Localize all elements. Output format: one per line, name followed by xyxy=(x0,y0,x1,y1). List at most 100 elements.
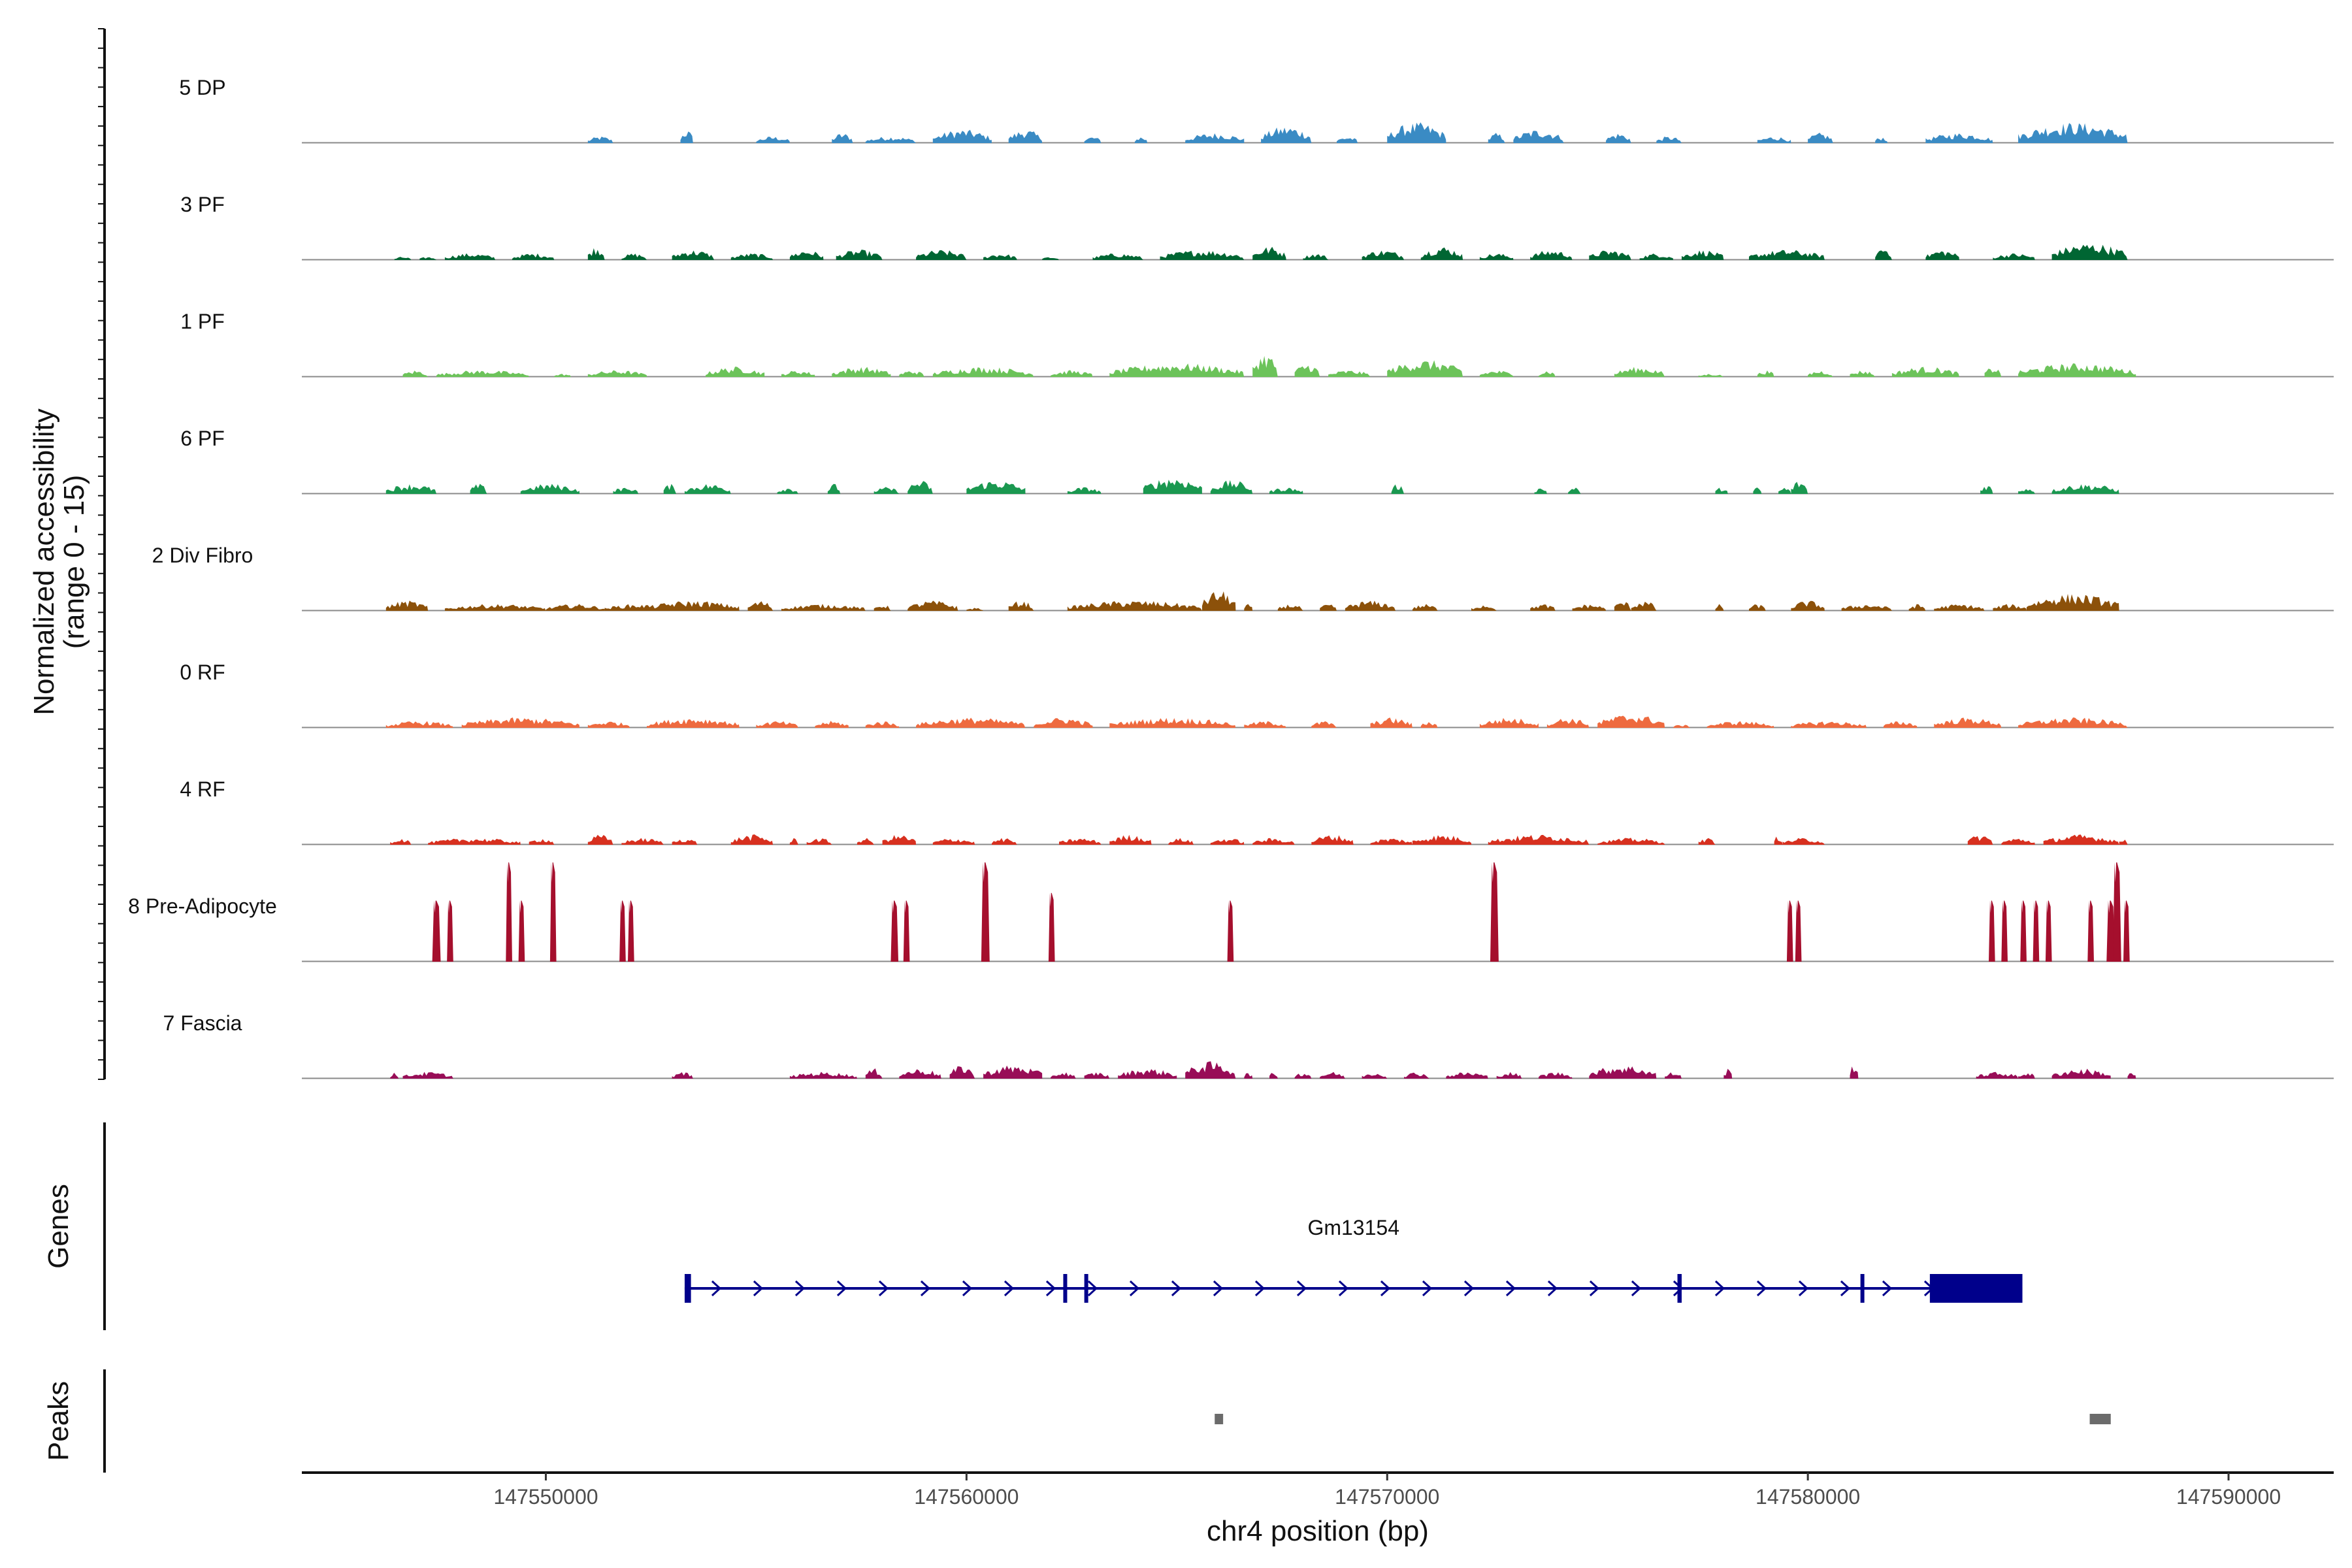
coverage-block xyxy=(865,1068,883,1079)
coverage-block xyxy=(983,1065,1043,1079)
coverage-block xyxy=(529,839,555,845)
coverage-block xyxy=(916,250,967,260)
coverage-block xyxy=(1051,370,1093,377)
coverage-block xyxy=(1479,370,1514,377)
coverage-block xyxy=(646,719,740,728)
coverage-block xyxy=(1539,1072,1573,1079)
strand-arrow xyxy=(962,1280,973,1297)
coverage-block xyxy=(1993,604,2027,611)
coverage-peak xyxy=(1795,900,1802,962)
coverage-block xyxy=(1244,721,1286,728)
coverage-block xyxy=(865,137,917,143)
coverage-block xyxy=(1656,137,1682,143)
gene-exon xyxy=(1860,1274,1865,1303)
coverage-block xyxy=(684,484,731,494)
track-7: 4 RF xyxy=(180,777,2334,845)
coverage-block xyxy=(621,253,647,260)
coverage-block xyxy=(1311,835,1354,845)
coverage-block xyxy=(1757,137,1791,143)
coverage-block xyxy=(781,370,815,377)
coverage-block xyxy=(1168,838,1194,845)
coverage-peak xyxy=(2123,900,2130,962)
coverage-block xyxy=(1471,605,1497,611)
x-tick-label: 147590000 xyxy=(2176,1485,2281,1509)
track-5: 2 Div Fibro xyxy=(152,544,2334,612)
coverage-block xyxy=(1067,487,1102,494)
strand-arrow xyxy=(1254,1280,1266,1297)
coverage-block xyxy=(1420,722,1438,728)
peaks-panel: Peaks xyxy=(42,1369,2111,1473)
coverage-block xyxy=(1387,122,1446,143)
coverage-block xyxy=(646,601,740,611)
coverage-block xyxy=(706,367,765,377)
coverage-block xyxy=(1513,131,1564,143)
coverage-block xyxy=(1757,370,1774,377)
track-label: 3 PF xyxy=(180,193,225,216)
coverage-block xyxy=(865,721,900,728)
coverage-block xyxy=(1311,721,1337,728)
coverage-block xyxy=(1294,1073,1312,1079)
coverage-block xyxy=(512,253,555,260)
coverage-block xyxy=(1791,721,1867,728)
coverage-block xyxy=(949,1066,975,1079)
coverage-block xyxy=(832,367,891,377)
coverage-peak xyxy=(506,862,512,962)
coverage-block xyxy=(907,481,933,494)
coverage-block xyxy=(1530,604,1556,611)
coverage-block xyxy=(1808,133,1833,143)
coverage-block xyxy=(1210,839,1245,845)
coverage-block xyxy=(1496,1071,1522,1079)
coverage-block xyxy=(1631,602,1657,611)
strand-arrow xyxy=(1296,1280,1307,1297)
coverage-block xyxy=(2018,363,2136,377)
track-label: 6 PF xyxy=(180,427,225,450)
coverage-block xyxy=(1134,137,1148,143)
coverage-block xyxy=(1244,604,1253,611)
coverage-block xyxy=(1051,1072,1076,1079)
coverage-block xyxy=(899,1069,941,1079)
coverage-block xyxy=(1774,836,1783,845)
coverage-block xyxy=(1201,591,1236,611)
coverage-block xyxy=(1875,250,1892,260)
coverage-block xyxy=(1118,1069,1177,1079)
coverage-block xyxy=(2127,1073,2136,1079)
coverage-block xyxy=(1345,600,1396,611)
coverage-block xyxy=(1479,717,1539,728)
track-8: 8 Pre-Adipocyte xyxy=(128,862,2334,962)
coverage-block xyxy=(827,483,841,494)
gene-exon xyxy=(1063,1274,1068,1303)
coverage-block xyxy=(1597,838,1665,845)
coverage-peak xyxy=(2020,900,2027,962)
coverage-peak xyxy=(447,900,453,962)
coverage-block xyxy=(444,604,546,611)
coverage-block xyxy=(1370,717,1413,728)
track-3: 1 PF xyxy=(180,310,2334,378)
peak-marks xyxy=(1215,1414,2111,1424)
coverage-peak xyxy=(981,862,990,962)
coverage-block xyxy=(1665,1072,1682,1079)
x-tick-label: 147560000 xyxy=(914,1485,1019,1509)
coverage-block xyxy=(1753,487,1762,494)
coverage-block xyxy=(546,604,605,611)
strand-arrow xyxy=(1547,1280,1558,1297)
coverage-block xyxy=(1681,250,1724,260)
strand-arrow xyxy=(1631,1280,1642,1297)
y-axis-title: Normalized accessibility xyxy=(28,408,60,715)
coverage-block xyxy=(1850,1066,1859,1079)
coverage-block xyxy=(1908,604,1926,611)
coverage-block xyxy=(1084,1072,1110,1079)
coverage-block xyxy=(2018,123,2128,143)
coverage-block xyxy=(402,1071,453,1079)
coverage-block xyxy=(747,601,774,611)
coverage-block xyxy=(1210,480,1253,494)
coverage-peak xyxy=(518,900,525,962)
coverage-block xyxy=(1534,488,1547,494)
coverage-block xyxy=(932,839,975,845)
coverage-block xyxy=(1984,368,2002,377)
x-tick-label: 147580000 xyxy=(1756,1485,1860,1509)
coverage-block xyxy=(1614,367,1665,377)
coverage-block xyxy=(815,721,849,728)
coverage-block xyxy=(874,606,891,611)
coverage-peak xyxy=(628,900,634,962)
x-tick-label: 147570000 xyxy=(1335,1485,1439,1509)
